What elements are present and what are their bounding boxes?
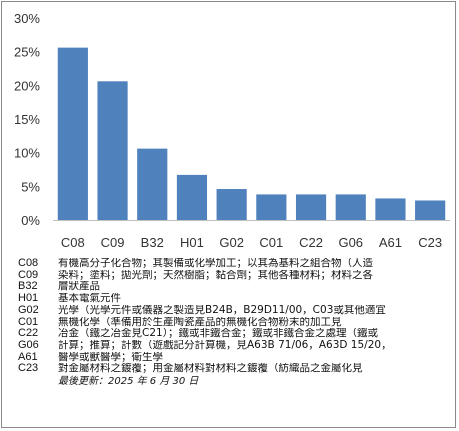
legend-code: C22 <box>18 327 39 340</box>
bar-g06 <box>335 194 366 220</box>
legend-code: A61 <box>18 350 38 363</box>
legend-row: C08 有機高分子化合物；其製備或化學加工；以其為基料之組合物（人造 <box>18 257 448 270</box>
bar-g02 <box>216 189 247 220</box>
x-tick-label: G06 <box>338 235 363 250</box>
legend-code: C23 <box>18 362 39 375</box>
bar-c22 <box>295 194 327 220</box>
legend-description: 計算；推算；計數（遊戲記分計算機，見A63B 71/06，A63D 15/20， <box>58 339 392 351</box>
x-tick-label: H01 <box>180 235 204 250</box>
legend-row: C22 冶金（鐵之冶金見C21）；鐵或非鐵合金；鐵或非鐵合金之處理（鐵或 <box>18 328 448 340</box>
legend-row: H01 基本電氣元件 <box>18 292 448 305</box>
x-tick-label: C01 <box>259 235 283 250</box>
legend-code: G06 <box>18 338 39 351</box>
legend-row: C23 對金屬材料之鍍覆；用金屬材料對材料之鍍覆（紡織品之金屬化見 <box>18 363 448 375</box>
y-tick-label: 5% <box>21 179 40 194</box>
legend-description: 對金屬材料之鍍覆；用金屬材料對材料之鍍覆（紡織品之金屬化見 <box>58 363 363 375</box>
x-tick-label: C22 <box>299 235 323 250</box>
legend-description: 冶金（鐵之冶金見C21）；鐵或非鐵合金；鐵或非鐵合金之處理（鐵或 <box>58 328 378 340</box>
legend-description: 醫學或獸醫學；衛生學 <box>58 351 163 363</box>
x-tick-label: C08 <box>61 235 85 250</box>
bar-c01 <box>256 194 287 220</box>
x-tick-label: C23 <box>418 235 442 250</box>
legend-code: C08 <box>18 257 39 269</box>
legend-row: G02 光學（光學元件或儀器之製造見B24B，B29D11/00，C03或其他適宜 <box>18 303 448 317</box>
legend-description: 光學（光學元件或儀器之製造見B24B，B29D11/00，C03或其他適宜 <box>58 304 386 316</box>
x-tick-label: A61 <box>379 235 402 250</box>
bar-c08 <box>57 47 88 221</box>
x-tick-label: C09 <box>101 235 125 250</box>
legend-row: C01 無機化學（準備用於生產陶瓷產品的無機化合物粉末的加工見 <box>18 315 448 329</box>
bar-chart: 0% 5% 10% 15% 20% 25% 30% C08 C09 B32 H01 G02 C01 C22… <box>14 11 450 250</box>
y-tick-label: 25% <box>14 45 40 60</box>
legend-code: C09 <box>18 268 39 281</box>
legend-code: G02 <box>18 303 39 316</box>
legend-description: 無機化學（準備用於生產陶瓷產品的無機化合物粉末的加工見 <box>58 316 342 328</box>
y-tick-label: 30% <box>14 11 40 26</box>
bar-c09 <box>97 81 128 220</box>
x-tick-label: B32 <box>141 235 164 250</box>
legend-row: C09 染料；塗料；拋光劑；天然樹脂；黏合劑；其他各種材料；材料之各 <box>18 268 448 282</box>
legend-row: B32 層狀產品 <box>18 281 448 293</box>
legend-row: G06 計算；推算；計數（遊戲記分計算機，見A63B 71/06，A63D 15/… <box>18 338 448 352</box>
x-tick-label: G02 <box>219 235 244 250</box>
y-tick-label: 15% <box>14 112 40 127</box>
y-tick-label: 0% <box>21 213 40 228</box>
ipc-legend: C08 有機高分子化合物；其製備或化學加工；以其為基料之組合物（人造 C09 染料；塗… <box>18 257 448 388</box>
legend-description: 層狀產品 <box>58 281 100 293</box>
legend-description: 有機高分子化合物；其製備或化學加工；以其為基料之組合物（人造 <box>58 258 373 269</box>
last-updated: 最後更新：2025 年 6 月 30 日 <box>58 376 199 388</box>
legend-code: H01 <box>18 292 39 305</box>
legend-code: B32 <box>18 280 38 293</box>
bar-b32 <box>137 148 168 220</box>
bar-h01 <box>176 174 208 220</box>
y-tick-label: 20% <box>14 78 40 93</box>
bar-a61 <box>375 198 406 220</box>
legend-description: 基本電氣元件 <box>58 293 121 305</box>
bar-c23 <box>415 200 446 220</box>
y-tick-label: 10% <box>14 146 40 161</box>
legend-description: 染料；塗料；拋光劑；天然樹脂；黏合劑；其他各種材料；材料之各 <box>58 269 373 281</box>
legend-row: A61 醫學或獸醫學；衛生學 <box>18 350 448 364</box>
legend-code: C01 <box>18 315 39 328</box>
